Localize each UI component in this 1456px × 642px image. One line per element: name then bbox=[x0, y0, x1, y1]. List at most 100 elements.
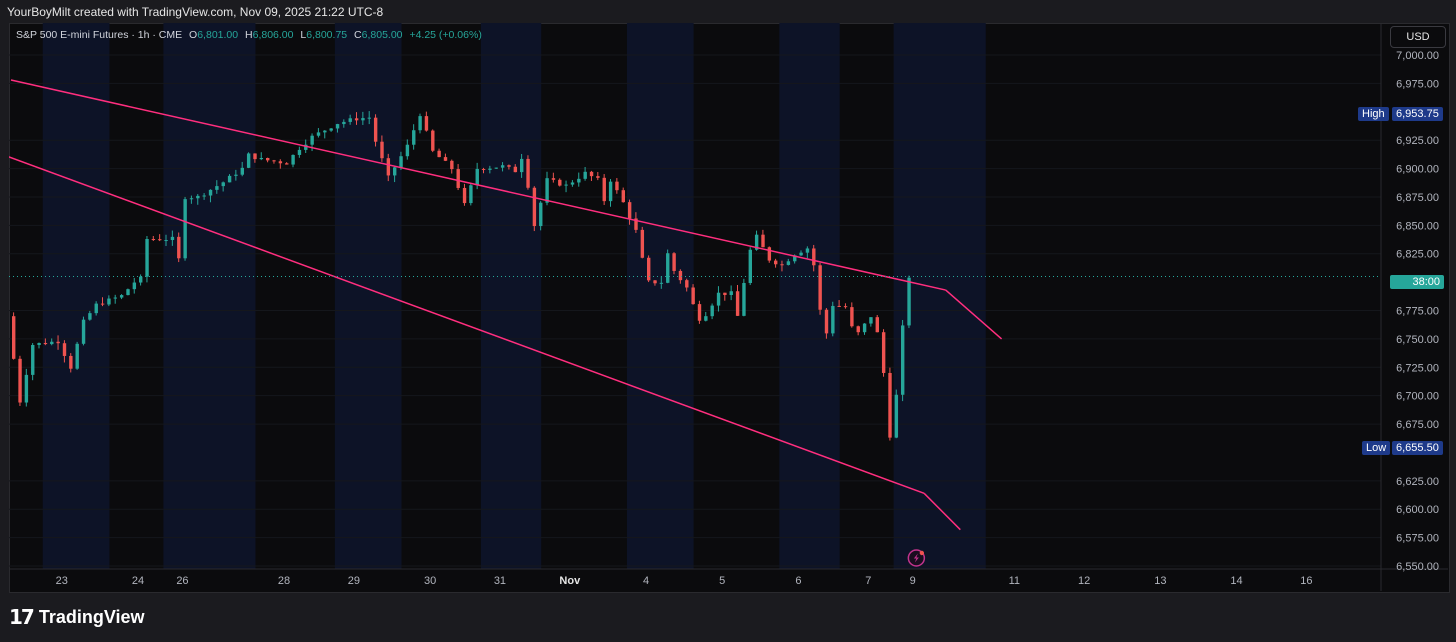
last-price-countdown: 38:00 bbox=[1412, 276, 1440, 288]
high-key: H bbox=[245, 29, 253, 41]
candle-body bbox=[132, 282, 137, 290]
time-tick-label: 11 bbox=[1009, 575, 1020, 587]
candle-body bbox=[640, 229, 645, 258]
candle-body bbox=[875, 317, 879, 333]
candle-body bbox=[431, 130, 435, 151]
candle-body bbox=[69, 355, 73, 369]
candle-body bbox=[596, 176, 600, 178]
candle-body bbox=[710, 305, 714, 317]
price-tick-label: 6,775.00 bbox=[1396, 306, 1439, 318]
candle-body bbox=[310, 135, 314, 145]
candle-body bbox=[545, 178, 549, 203]
candle-body bbox=[259, 157, 264, 160]
candle-body bbox=[723, 292, 727, 295]
candle-body bbox=[227, 175, 232, 183]
price-tick-label: 6,725.00 bbox=[1396, 362, 1439, 374]
candle-body bbox=[456, 169, 460, 188]
price-chart[interactable]: 7,000.00 6,975.00 6,925.00 6,900.00 6,875.00… bbox=[9, 23, 1448, 591]
candle-body bbox=[888, 372, 892, 438]
price-tick-label: 6,675.00 bbox=[1396, 419, 1439, 431]
candle-body bbox=[748, 249, 752, 283]
high-badge-value-box: 6,953.75 bbox=[1392, 107, 1443, 121]
price-tick-label: 6,975.00 bbox=[1396, 78, 1439, 90]
candle-body bbox=[37, 343, 41, 345]
price-tick-label: 6,600.00 bbox=[1396, 504, 1439, 516]
candle-body bbox=[348, 118, 352, 122]
candle-body bbox=[31, 344, 35, 375]
close-key: C bbox=[354, 29, 362, 41]
candle-body bbox=[799, 252, 803, 256]
session-band bbox=[163, 23, 256, 569]
time-tick-label: 12 bbox=[1078, 575, 1090, 587]
session-band bbox=[626, 23, 694, 569]
candle-body bbox=[532, 187, 537, 227]
time-tick-label: 24 bbox=[132, 575, 144, 587]
candle-body bbox=[666, 253, 670, 283]
candle-body bbox=[183, 199, 187, 259]
price-tick-label: 6,825.00 bbox=[1396, 249, 1439, 261]
trendline-lower-ext bbox=[923, 492, 961, 531]
candle-body bbox=[837, 305, 841, 307]
candle-body bbox=[678, 270, 683, 281]
candle-body bbox=[856, 326, 860, 333]
candle-body bbox=[126, 289, 130, 296]
price-tick-label: 7,000.00 bbox=[1396, 50, 1439, 62]
candle-body bbox=[215, 186, 219, 190]
candle-body bbox=[450, 160, 454, 170]
top-credit-bar: YourBoyMilt created with TradingView.com… bbox=[0, 0, 1456, 24]
price-tick-label: 6,550.00 bbox=[1396, 561, 1439, 573]
session-band bbox=[480, 23, 542, 569]
symbol-name[interactable]: S&P 500 E-mini Futures · 1h · CME bbox=[16, 29, 183, 41]
candle-body bbox=[81, 319, 86, 344]
candle-body bbox=[24, 374, 29, 403]
candle-body bbox=[608, 181, 613, 202]
time-tick-label: 28 bbox=[278, 575, 290, 587]
close-value: 6,805.00 bbox=[361, 29, 403, 41]
candle-body bbox=[361, 118, 365, 121]
candle-body bbox=[602, 177, 606, 202]
ohlc-legend: S&P 500 E-mini Futures · 1h · CME O6,801… bbox=[16, 29, 482, 41]
candle-body bbox=[240, 167, 244, 175]
candle-body bbox=[672, 253, 676, 271]
time-tick-label: 13 bbox=[1154, 575, 1166, 587]
candle-body bbox=[558, 179, 562, 186]
candle-body bbox=[94, 303, 98, 314]
candle-body bbox=[513, 166, 518, 173]
last-price-badge: 38:00 bbox=[1390, 275, 1444, 289]
candle-body bbox=[443, 157, 448, 161]
candle-body bbox=[424, 116, 429, 131]
candle-body bbox=[56, 341, 60, 344]
price-tick-label: 6,900.00 bbox=[1396, 164, 1439, 176]
candle-body bbox=[393, 167, 397, 176]
candle-body bbox=[520, 158, 524, 173]
time-tick-label: 23 bbox=[56, 575, 68, 587]
candle-body bbox=[685, 280, 689, 288]
time-tick-label: 30 bbox=[424, 575, 436, 587]
currency-button[interactable]: USD bbox=[1390, 26, 1446, 48]
candle-body bbox=[754, 234, 759, 250]
candle-body bbox=[507, 165, 511, 167]
trendline-lower bbox=[9, 156, 925, 495]
candle-body bbox=[526, 158, 530, 188]
candle-body bbox=[621, 190, 625, 203]
candle-body bbox=[202, 195, 206, 197]
candle-body bbox=[386, 158, 391, 176]
low-key: L bbox=[300, 29, 307, 41]
candle-body bbox=[475, 168, 479, 186]
candle-body bbox=[615, 181, 619, 191]
time-tick-label: 5 bbox=[719, 575, 725, 587]
candle-body bbox=[246, 153, 251, 168]
candle-body bbox=[634, 218, 638, 230]
candle-body bbox=[50, 341, 54, 345]
event-dot-icon bbox=[919, 550, 925, 556]
candle-body bbox=[462, 187, 467, 204]
candle-body bbox=[659, 282, 664, 284]
price-tick-label: 6,625.00 bbox=[1396, 476, 1439, 488]
candle-body bbox=[177, 236, 181, 259]
session-band bbox=[779, 23, 840, 569]
candle-body bbox=[850, 307, 854, 327]
price-tick-label: 6,575.00 bbox=[1396, 533, 1439, 545]
candle-body bbox=[234, 174, 238, 176]
low-badge: Low bbox=[1362, 441, 1391, 455]
tradingview-brand[interactable]: 17 TradingView bbox=[9, 605, 145, 629]
